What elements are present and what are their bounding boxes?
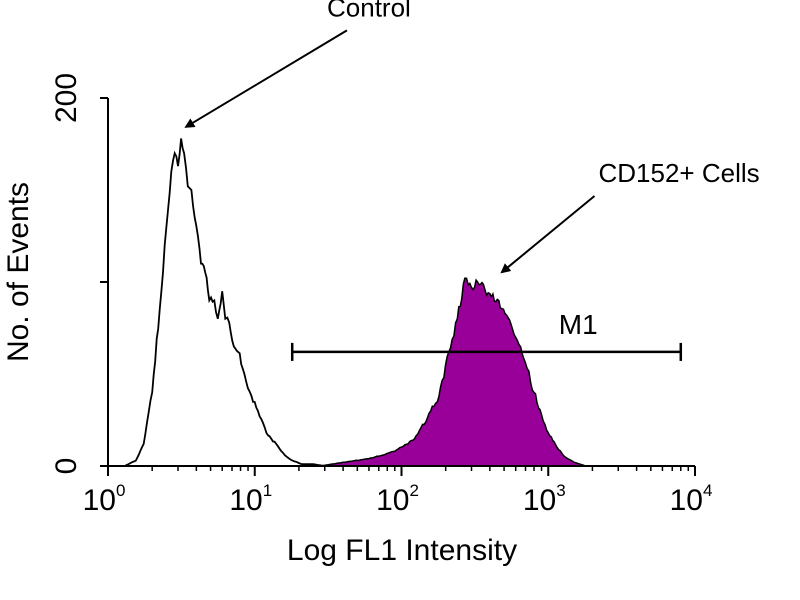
- cho-control-histogram: [124, 138, 325, 467]
- annotation-arrow: [184, 29, 348, 128]
- y-axis-title: No. of Events: [2, 182, 35, 362]
- x-tick-label: 104: [670, 481, 713, 517]
- m1-marker: M1: [290, 309, 683, 361]
- annotations: CHOControlCD152+ Cells: [184, 0, 760, 274]
- plot-area: [124, 138, 586, 467]
- y-axis-ticks: 0 200: [50, 73, 108, 474]
- x-axis-ticks: 100 101 102 103 104: [83, 466, 713, 517]
- x-tick-label: 101: [229, 481, 272, 517]
- x-tick-label: 103: [523, 481, 566, 517]
- x-tick-label: 100: [83, 481, 126, 517]
- cd152-cells-histogram: [320, 277, 586, 467]
- x-tick-label: 102: [376, 481, 419, 517]
- y-tick-label: 0: [50, 458, 83, 475]
- annotation-label: Control: [327, 0, 411, 22]
- y-tick-label: 200: [50, 73, 83, 123]
- x-axis-title: Log FL1 Intensity: [287, 534, 517, 567]
- m1-label: M1: [559, 309, 598, 340]
- annotation-label: CD152+ Cells: [599, 158, 760, 188]
- annotation-arrow: [500, 195, 596, 274]
